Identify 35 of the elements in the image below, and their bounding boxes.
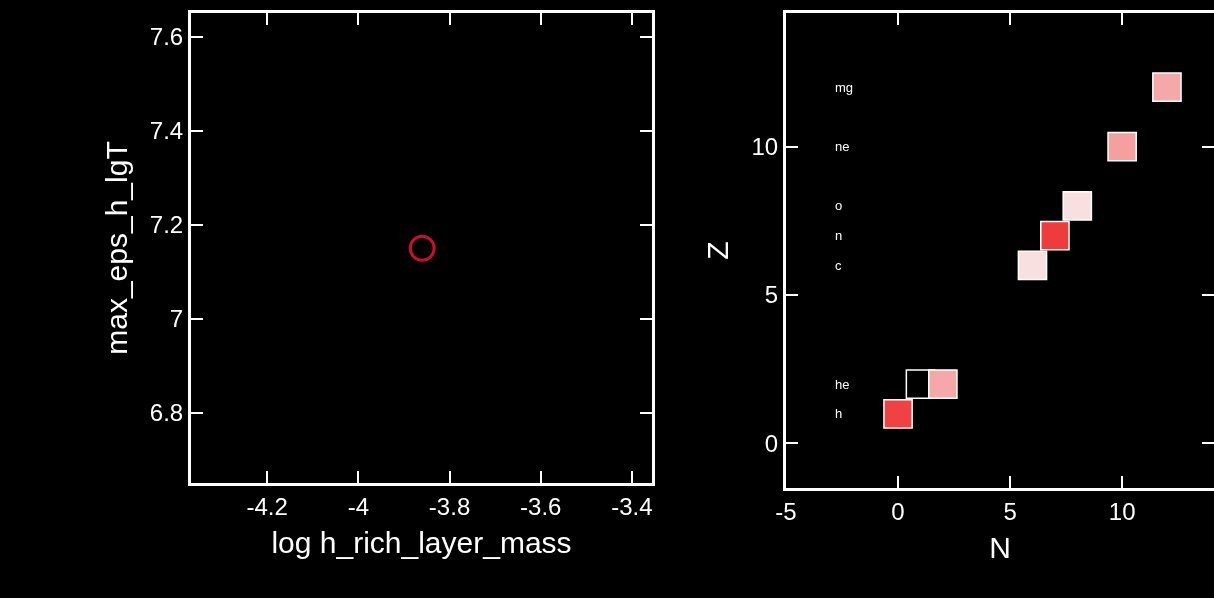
x-tick-label: -3.6 <box>520 492 562 520</box>
y-tick-label: 6.8 <box>149 398 184 426</box>
x-tick-label: -5 <box>775 497 797 525</box>
annotation: mg <box>835 80 854 95</box>
y-tick-label: 7.4 <box>149 117 184 145</box>
annotation: h <box>835 406 843 421</box>
y-tick-label: 0 <box>764 429 779 457</box>
x-tick-label: -4.2 <box>246 492 288 520</box>
x-tick-label: -3.8 <box>428 492 471 520</box>
y-tick-label: 7 <box>169 305 184 333</box>
x-axis-title: N <box>989 531 1011 565</box>
x-tick-label: 5 <box>1003 497 1017 525</box>
annotation: c <box>835 258 842 273</box>
x-tick-label: 0 <box>891 497 905 525</box>
point <box>1062 191 1093 221</box>
annotation: o <box>835 198 843 213</box>
y-axis-title: max_eps_h_lgT <box>99 141 133 355</box>
x-tick-label: -4 <box>347 492 370 520</box>
y-tick-label: 7.2 <box>149 211 184 239</box>
y-tick-label: 7.6 <box>149 23 184 51</box>
x-axis-title: log h_rich_layer_mass <box>271 526 572 560</box>
point <box>883 398 913 429</box>
annotation: ne <box>835 139 850 154</box>
x-tick-label: -3.4 <box>611 492 653 520</box>
y-tick-label: 10 <box>751 132 779 160</box>
y-axis-title: Z <box>701 241 735 260</box>
point <box>928 369 958 399</box>
x-tick-label: 10 <box>1108 497 1136 525</box>
point <box>1017 250 1048 281</box>
point <box>1107 131 1137 162</box>
point <box>1040 220 1070 251</box>
annotation: he <box>835 377 850 392</box>
y-tick-label: 5 <box>764 281 779 309</box>
annotation: n <box>835 228 843 243</box>
point <box>1152 72 1182 103</box>
